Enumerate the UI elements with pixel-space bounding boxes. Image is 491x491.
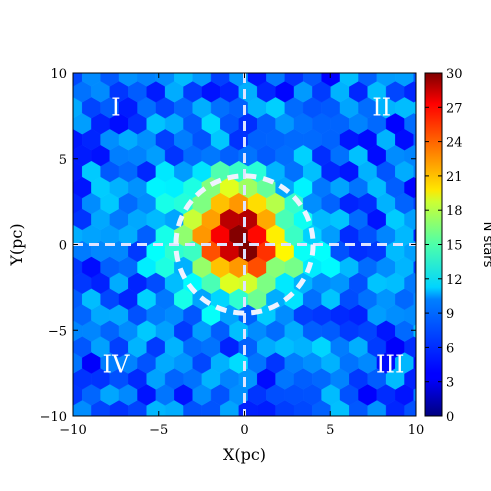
hex-cell <box>413 100 416 115</box>
hex-cell <box>413 164 416 179</box>
reference-circle <box>173 173 316 316</box>
hex-cell <box>413 260 416 275</box>
y-tick-label: 0 <box>59 239 67 254</box>
hex-cell <box>73 309 74 321</box>
hex-cell <box>385 415 387 416</box>
y-axis-label: Y(pc) <box>7 223 26 266</box>
colorbar-tick-label: 3 <box>446 376 454 391</box>
quadrant-label: III <box>376 351 404 379</box>
colorbar-tick-label: 21 <box>446 170 463 185</box>
hex-cell <box>413 228 416 243</box>
hex-cell <box>311 415 313 416</box>
hex-cell <box>413 355 416 370</box>
hex-cell <box>413 196 416 211</box>
colorbar-tick-label: 24 <box>446 136 463 151</box>
hex-cell <box>413 73 416 83</box>
hex-cell <box>413 387 416 402</box>
hex-cell <box>413 324 416 338</box>
hex-cell <box>275 415 277 416</box>
colorbar-tick-label: 18 <box>446 204 463 219</box>
hex-cell <box>183 415 184 416</box>
x-tick-label: −5 <box>149 423 168 438</box>
y-axis: −10 −5 0 5 10 <box>40 67 416 425</box>
hex-cell <box>413 132 416 147</box>
hex-cell <box>45 129 63 150</box>
hex-cell <box>367 415 369 416</box>
hex-cell <box>73 213 74 225</box>
hex-cell <box>73 118 74 130</box>
hex-cell <box>348 415 350 416</box>
y-tick-label: 5 <box>59 153 67 168</box>
hex-cell <box>256 415 258 416</box>
hex-cell <box>45 257 63 278</box>
hex-cell <box>45 97 63 118</box>
hexbin-cells <box>45 73 416 416</box>
colorbar-tick-label: 6 <box>446 341 454 356</box>
colorbar-tick-label: 15 <box>446 239 463 254</box>
hex-cell <box>73 86 74 98</box>
colorbar-tick-label: 0 <box>446 410 454 425</box>
colorbar-tick-label: 9 <box>446 307 454 322</box>
hex-cell <box>73 181 74 193</box>
hex-cell <box>73 373 74 385</box>
x-tick-label: 5 <box>326 423 334 438</box>
hex-cell <box>45 288 63 309</box>
hex-cell <box>127 415 129 416</box>
hex-cell <box>201 415 203 416</box>
overlay <box>73 73 416 416</box>
y-tick-label: −10 <box>40 410 67 425</box>
hex-cell <box>45 193 63 214</box>
x-axis-label: X(pc) <box>223 445 266 464</box>
hex-cell <box>219 415 221 416</box>
x-tick-label: −10 <box>59 423 86 438</box>
colorbar-tick-label: 27 <box>446 101 463 116</box>
colorbar-tick-label: 12 <box>446 273 463 288</box>
hex-cell <box>413 292 416 306</box>
hex-cell <box>73 277 74 289</box>
hex-cell <box>45 384 63 405</box>
colorbar-label: N stars <box>480 222 491 268</box>
x-tick-label: 0 <box>240 423 248 438</box>
y-tick-label: 10 <box>50 67 67 82</box>
y-tick-label: −5 <box>48 324 67 339</box>
quadrant-label: I <box>111 93 120 121</box>
hex-cell <box>109 415 111 416</box>
colorbar-axis: 0 3 6 9 12 15 18 21 24 27 30 <box>425 67 463 425</box>
hex-cell <box>293 415 295 416</box>
quadrant-label: IV <box>102 351 129 379</box>
colorbar-tick-label: 30 <box>446 67 463 82</box>
quadrant-label: II <box>372 93 391 121</box>
x-tick-label: 10 <box>408 423 425 438</box>
x-axis: −10 −5 0 5 10 <box>59 73 424 438</box>
hex-cell <box>45 352 63 373</box>
hex-cell <box>73 341 74 353</box>
